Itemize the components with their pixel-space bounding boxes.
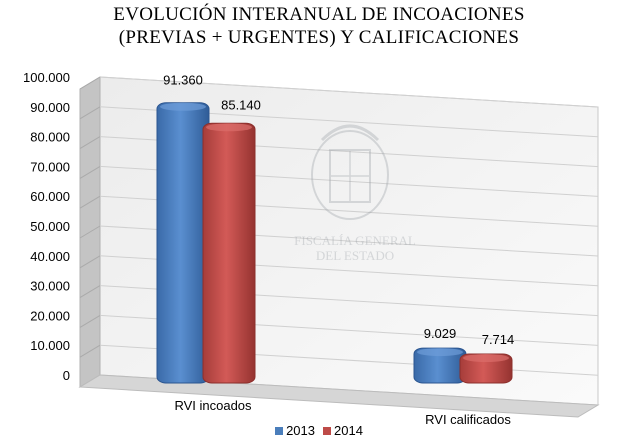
legend-label-2013: 2013 <box>286 423 315 438</box>
chart-title-line2: (PREVIAS + URGENTES) Y CALIFICACIONES <box>118 27 520 48</box>
legend-item-2013: 2013 <box>275 423 315 438</box>
gridline-side <box>79 314 101 328</box>
gridline-side <box>79 165 101 179</box>
gridline <box>99 76 599 108</box>
svg-text:FISCALÍA GENERAL: FISCALÍA GENERAL <box>294 233 416 248</box>
y-tick-label: 70.000 <box>30 159 70 174</box>
data-label-2014-1: 7.714 <box>482 332 515 347</box>
legend: 2013 2014 <box>0 423 638 438</box>
gridline-side <box>79 106 101 120</box>
legend-item-2014: 2014 <box>323 423 363 438</box>
bar-2014-calificados <box>459 353 513 384</box>
gridline-side <box>79 285 101 299</box>
gridline-side <box>79 344 101 358</box>
bar-2013-incoados <box>156 102 210 384</box>
y-tick-label: 30.000 <box>30 279 70 294</box>
floor <box>78 374 600 418</box>
legend-label-2014: 2014 <box>334 423 363 438</box>
gridline-side <box>79 76 101 90</box>
svg-text:DEL ESTADO: DEL ESTADO <box>316 248 394 263</box>
y-tick-label: 40.000 <box>30 249 70 264</box>
y-tick-label: 50.000 <box>30 219 70 234</box>
data-label-2014-0: 85.140 <box>221 97 261 112</box>
gridline-side <box>79 225 101 239</box>
gridline-side <box>79 255 101 269</box>
y-tick-label: 0 <box>63 368 70 383</box>
category-label: RVI incoados <box>174 398 252 413</box>
legend-swatch-2014 <box>323 426 331 435</box>
chart-title-line1: EVOLUCIÓN INTERANUAL DE INCOACIONES <box>113 4 525 25</box>
bar-2014-incoados <box>202 122 256 384</box>
category-label: RVI calificados <box>425 412 511 427</box>
y-tick-label: 20.000 <box>30 308 70 323</box>
gridline-side <box>79 136 101 150</box>
y-tick-label: 10.000 <box>30 338 70 353</box>
y-tick-label: 90.000 <box>30 100 70 115</box>
gridline-side <box>79 195 101 209</box>
data-label-2013-1: 9.029 <box>424 326 457 341</box>
bar-2013-calificados <box>413 347 467 384</box>
watermark-seal: FISCALÍA GENERAL DEL ESTADO <box>294 124 416 263</box>
y-tick-label: 60.000 <box>30 189 70 204</box>
y-tick-label: 100.000 <box>23 70 70 85</box>
data-label-2013-0: 91.360 <box>163 73 203 88</box>
y-tick-label: 80.000 <box>30 130 70 145</box>
legend-swatch-2013 <box>275 426 284 435</box>
